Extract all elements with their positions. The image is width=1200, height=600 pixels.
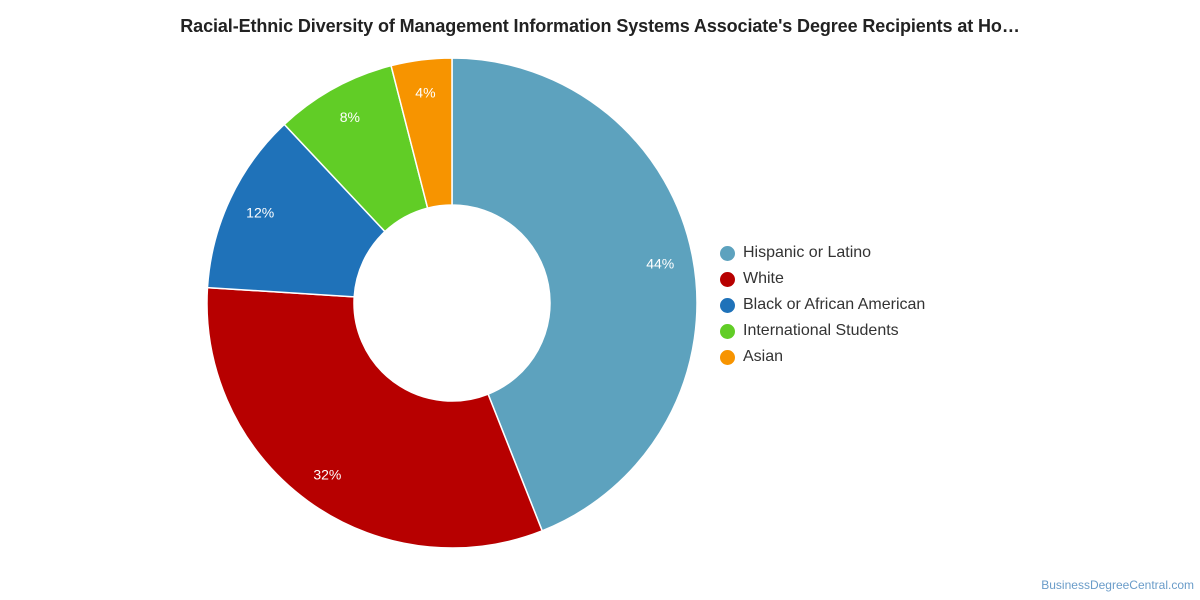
slice-label-international-students: 8% — [340, 109, 360, 125]
legend-label: International Students — [743, 322, 899, 339]
legend: Hispanic or Latino White Black or African … — [720, 240, 925, 370]
legend-label: Black or African American — [743, 296, 926, 313]
legend-swatch-icon — [720, 349, 735, 365]
legend-swatch-icon — [720, 297, 735, 313]
legend-item-hispanic-or-latino[interactable]: Hispanic or Latino — [720, 240, 925, 266]
slice-black-or-african-american[interactable] — [206, 123, 386, 298]
source-credit[interactable]: BusinessDegreeCentral.com — [1041, 578, 1194, 592]
legend-item-black-or-african-american[interactable]: Black or African American — [720, 292, 925, 318]
chart-title: Racial-Ethnic Diversity of Management In… — [180, 16, 1020, 36]
slice-label-hispanic-or-latino: 44% — [646, 255, 674, 271]
slice-white[interactable] — [206, 286, 544, 549]
legend-item-asian[interactable]: Asian — [720, 344, 925, 370]
slice-asian[interactable] — [390, 57, 453, 209]
slice-label-asian: 4% — [415, 85, 435, 101]
slice-label-white: 32% — [313, 467, 341, 483]
legend-label: Hispanic or Latino — [743, 244, 872, 261]
legend-item-international-students[interactable]: International Students — [720, 318, 925, 344]
legend-swatch-icon — [720, 323, 735, 339]
slice-hispanic-or-latino[interactable] — [451, 57, 698, 532]
legend-swatch-icon — [720, 245, 735, 261]
legend-swatch-icon — [720, 271, 735, 287]
legend-label: Asian — [743, 348, 784, 365]
labels-group: 44% 32% 12% 8% 4% — [246, 85, 674, 483]
slices-group — [206, 57, 698, 549]
legend-label: White — [743, 270, 784, 287]
legend-item-white[interactable]: White — [720, 266, 925, 292]
slice-label-black-or-african-american: 12% — [246, 205, 274, 221]
